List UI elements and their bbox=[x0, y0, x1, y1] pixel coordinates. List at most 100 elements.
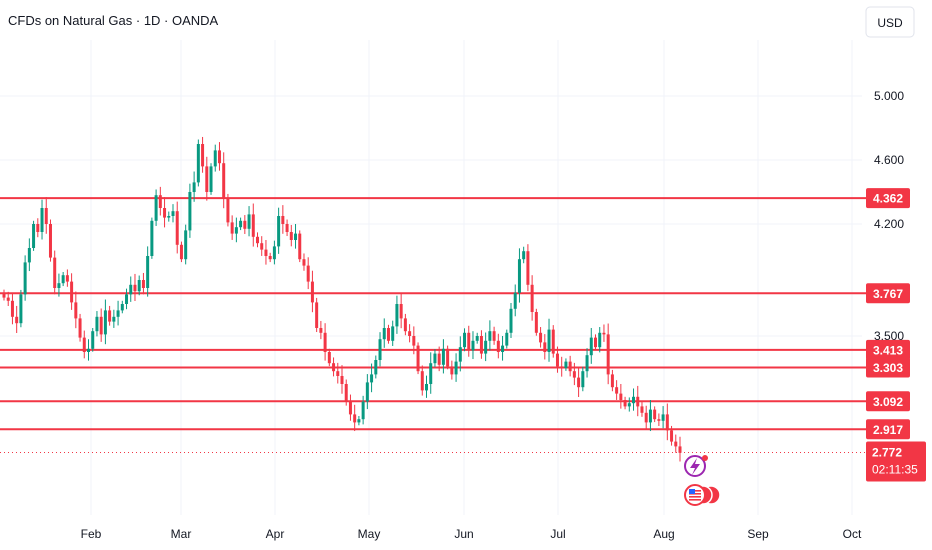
candle bbox=[141, 272, 145, 295]
candle bbox=[32, 220, 36, 251]
candle bbox=[116, 300, 120, 326]
candle bbox=[615, 380, 619, 400]
candle bbox=[65, 269, 69, 287]
candle bbox=[361, 395, 365, 425]
x-tick-label: Jun bbox=[454, 527, 473, 541]
candle bbox=[348, 394, 352, 421]
candle bbox=[336, 362, 340, 384]
x-tick-label: Aug bbox=[653, 527, 674, 541]
candle bbox=[501, 336, 505, 361]
candle bbox=[315, 297, 319, 333]
candle bbox=[403, 313, 407, 336]
candle bbox=[171, 204, 175, 223]
candle bbox=[386, 324, 390, 344]
currency-label: USD bbox=[877, 16, 903, 30]
candle bbox=[61, 272, 65, 287]
candle bbox=[623, 396, 627, 410]
candle bbox=[606, 323, 610, 385]
candle bbox=[323, 323, 327, 361]
level-badge-label: 2.917 bbox=[873, 423, 903, 437]
candle bbox=[454, 353, 458, 382]
chart-title: CFDs on Natural Gas · 1D · OANDA bbox=[8, 13, 219, 28]
candle bbox=[125, 288, 129, 310]
candle bbox=[78, 313, 82, 342]
candle bbox=[281, 205, 285, 234]
candle bbox=[264, 240, 268, 265]
candle bbox=[429, 352, 433, 394]
candle bbox=[488, 320, 492, 351]
current-price-badge bbox=[866, 441, 926, 482]
candle bbox=[196, 139, 200, 187]
candle bbox=[184, 224, 188, 265]
candle bbox=[163, 197, 167, 228]
candle bbox=[91, 328, 95, 352]
candle bbox=[433, 349, 437, 368]
candle bbox=[327, 348, 331, 367]
candle bbox=[632, 388, 636, 411]
candle bbox=[560, 356, 564, 377]
y-tick-label: 5.000 bbox=[874, 89, 904, 103]
candle bbox=[99, 308, 103, 342]
event-markers bbox=[684, 455, 721, 506]
candle bbox=[555, 346, 559, 373]
candle bbox=[581, 366, 585, 392]
level-badge-label: 3.303 bbox=[873, 361, 903, 375]
candle bbox=[627, 397, 631, 412]
level-badge-label: 3.413 bbox=[873, 343, 903, 357]
candle bbox=[179, 241, 183, 263]
candle bbox=[475, 332, 479, 344]
candle bbox=[137, 275, 141, 296]
candle bbox=[87, 339, 90, 361]
candle bbox=[192, 171, 196, 202]
candle bbox=[598, 327, 602, 353]
candle bbox=[294, 224, 298, 249]
candle bbox=[467, 325, 471, 357]
candle bbox=[640, 401, 644, 417]
candle bbox=[74, 291, 78, 329]
candle bbox=[496, 333, 500, 359]
lightning-event-icon[interactable] bbox=[684, 455, 708, 477]
candle bbox=[239, 217, 243, 231]
candle bbox=[112, 309, 116, 328]
candle bbox=[602, 324, 606, 342]
candle bbox=[416, 342, 420, 375]
candle bbox=[302, 253, 306, 271]
x-tick-label: Oct bbox=[843, 527, 862, 541]
candle bbox=[408, 324, 412, 343]
candle bbox=[150, 217, 154, 259]
candle bbox=[243, 215, 247, 234]
candle bbox=[513, 284, 517, 317]
candle bbox=[289, 224, 293, 247]
candle bbox=[594, 334, 597, 351]
candle bbox=[82, 330, 86, 359]
countdown-label: 02:11:35 bbox=[872, 462, 918, 476]
candle bbox=[230, 215, 234, 240]
candle bbox=[517, 248, 521, 303]
candle bbox=[36, 218, 40, 238]
candle bbox=[644, 405, 648, 429]
candle bbox=[103, 299, 107, 345]
candle bbox=[129, 276, 133, 302]
candle bbox=[120, 300, 124, 314]
candle bbox=[247, 206, 251, 237]
candle bbox=[446, 345, 450, 370]
candle bbox=[399, 293, 403, 329]
candles-layer bbox=[2, 136, 682, 462]
candle bbox=[260, 236, 264, 256]
candle bbox=[395, 295, 399, 334]
candle bbox=[539, 327, 543, 348]
candle bbox=[441, 339, 445, 374]
candle bbox=[332, 357, 336, 377]
candle bbox=[10, 292, 14, 325]
level-badge-label: 3.767 bbox=[873, 287, 903, 301]
level-badge bbox=[866, 391, 910, 412]
currency-button[interactable]: USD bbox=[865, 6, 915, 38]
candle bbox=[661, 406, 665, 429]
candle bbox=[674, 434, 678, 453]
candle bbox=[57, 273, 61, 297]
candle bbox=[6, 291, 10, 306]
us-flag-event-icon[interactable] bbox=[684, 484, 721, 506]
candle bbox=[344, 379, 348, 406]
grid-layer bbox=[0, 40, 862, 515]
